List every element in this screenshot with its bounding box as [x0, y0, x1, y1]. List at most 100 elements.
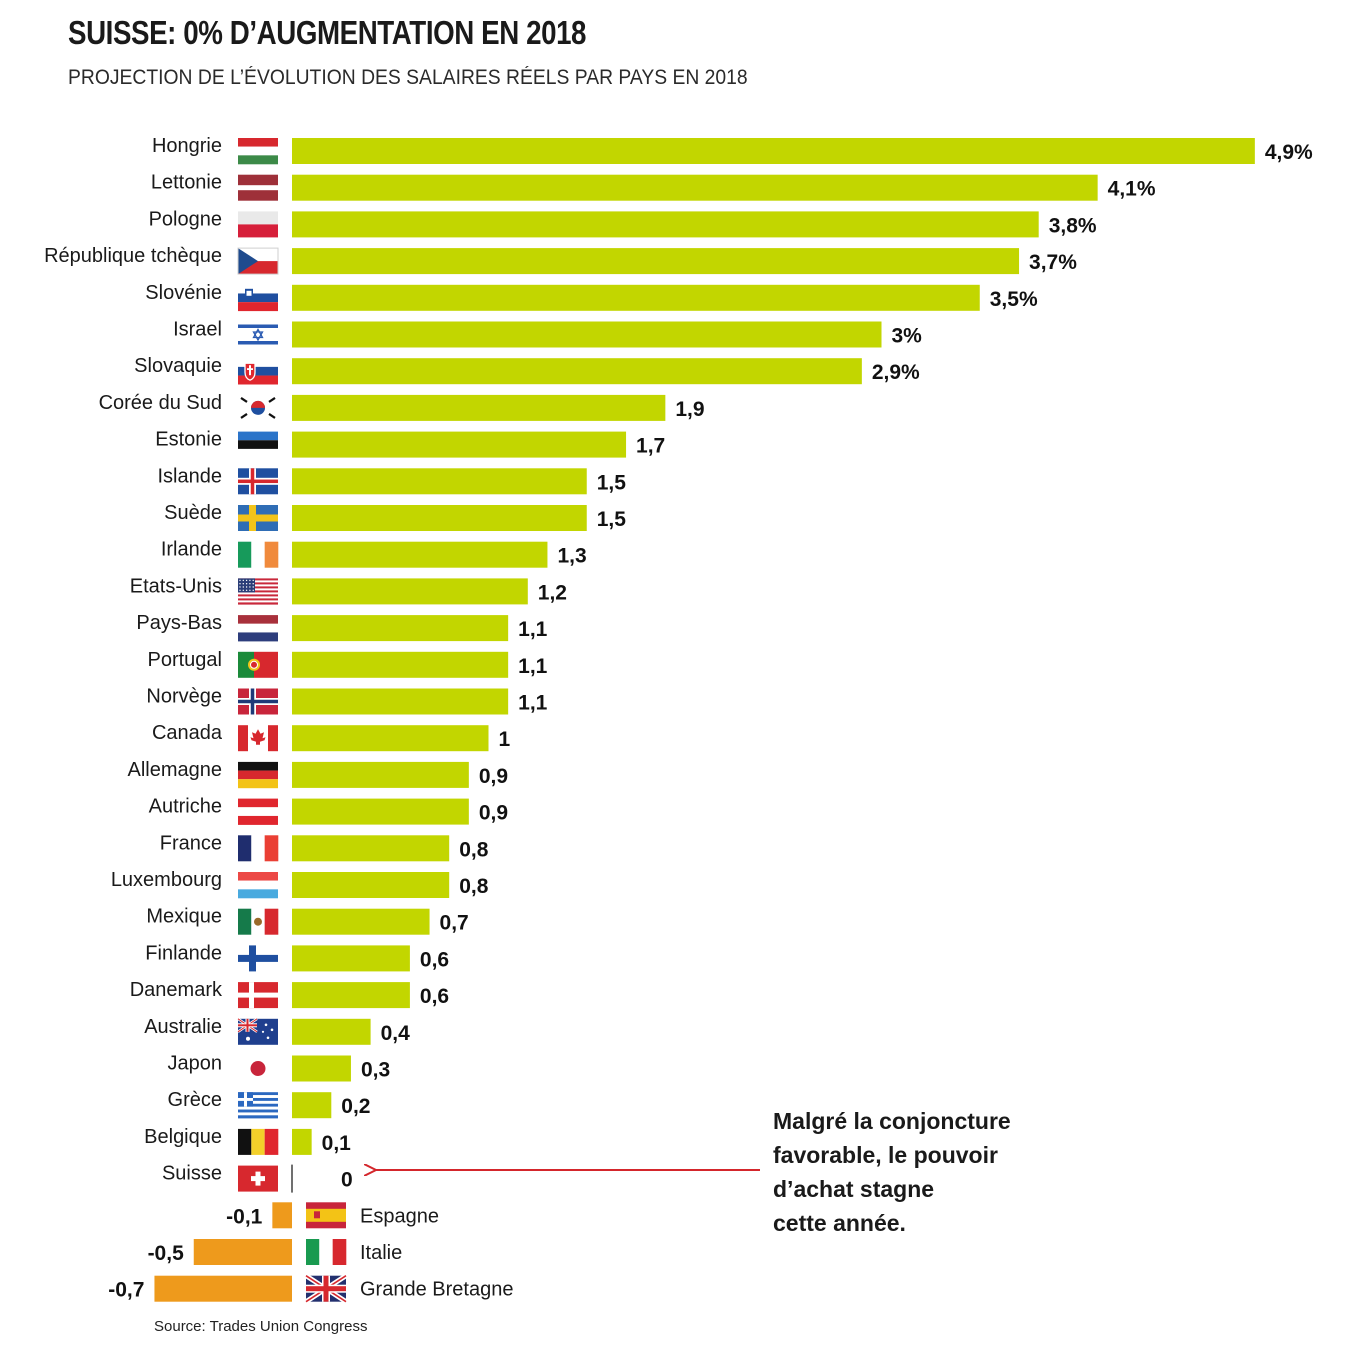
country-label: Islande — [158, 465, 223, 487]
country-label: Hongrie — [152, 135, 222, 157]
switzerland-flag-icon — [238, 1165, 278, 1192]
chart-subtitle: PROJECTION DE L’ÉVOLUTION DES SALAIRES R… — [68, 66, 748, 89]
value-label: 1,3 — [557, 545, 586, 568]
chart-row: 0,8 France — [160, 832, 489, 862]
country-label: Luxembourg — [111, 869, 222, 891]
bar — [292, 725, 489, 752]
country-label: Slovaquie — [134, 355, 222, 377]
source-note: Source: Trades Union Congress — [154, 1318, 368, 1335]
bar — [292, 945, 410, 972]
value-label: 1,5 — [597, 508, 627, 531]
chart-row: 1 Canada — [152, 722, 511, 752]
italy-flag-icon — [306, 1239, 347, 1265]
portugal-flag-icon — [238, 651, 278, 678]
value-label: 0,6 — [420, 985, 449, 1008]
chart-row: 1,9 Corée du Sud — [99, 392, 705, 421]
chart-row: 0 Suisse — [162, 1163, 353, 1193]
germany-flag-icon — [238, 761, 278, 789]
chart-row: -0,5 Italie — [148, 1239, 402, 1265]
bar — [292, 908, 430, 935]
value-label: 3% — [892, 325, 923, 348]
mexico-flag-icon — [238, 908, 279, 935]
chart-row: 4,9% Hongrie — [152, 135, 1313, 165]
bar — [292, 1018, 371, 1045]
chart-row: 1,5 Islande — [158, 465, 626, 495]
bar — [292, 578, 528, 605]
value-label: -0,1 — [226, 1205, 263, 1228]
chart-row: 3% Israel — [173, 319, 922, 348]
value-label: 1 — [499, 728, 511, 751]
country-label: Etats-Unis — [130, 575, 222, 597]
value-label: 2,9% — [872, 361, 920, 384]
chart-title: SUISSE: 0% D’AUGMENTATION EN 2018 — [68, 14, 587, 51]
country-label: Grande Bretagne — [360, 1279, 513, 1301]
chart-row: 0,4 Australie — [144, 1016, 410, 1045]
usa-flag-icon — [238, 578, 278, 605]
value-label: 0,6 — [420, 948, 449, 971]
country-label: Irlande — [161, 539, 222, 561]
annotation-line: favorable, le pouvoir — [773, 1142, 998, 1168]
value-label: 1,1 — [518, 692, 548, 715]
bar — [292, 505, 587, 531]
value-label: 1,1 — [518, 655, 548, 678]
uk-flag-icon — [304, 1273, 348, 1304]
value-label: 1,9 — [675, 398, 704, 421]
chart-row: -0,7 Grande Bretagne — [108, 1273, 513, 1304]
country-label: Corée du Sud — [99, 392, 222, 414]
bar — [292, 872, 450, 898]
country-label: Canada — [152, 722, 223, 744]
chart-row: 3,5% Slovénie — [145, 282, 1038, 312]
bar — [154, 1275, 292, 1302]
estonia-flag-icon — [238, 431, 278, 458]
country-label: République tchèque — [44, 245, 222, 267]
bar — [292, 982, 410, 1009]
sweden-flag-icon — [238, 505, 278, 531]
latvia-flag-icon — [238, 174, 278, 201]
belgium-flag-icon — [238, 1128, 279, 1155]
japan-flag-icon — [238, 1055, 278, 1082]
chart-row: 0,6 Finlande — [145, 942, 449, 972]
norway-flag-icon — [238, 688, 278, 715]
value-label: 4,9% — [1265, 141, 1313, 164]
chart-row: 1,3 Irlande — [161, 539, 587, 568]
luxembourg-flag-icon — [238, 872, 278, 899]
bar — [292, 394, 666, 421]
value-label: 0,7 — [440, 912, 469, 935]
value-label: 0,8 — [459, 875, 489, 898]
bar — [292, 468, 587, 495]
bar — [292, 688, 509, 715]
value-label: -0,7 — [108, 1279, 144, 1302]
bar — [292, 615, 509, 642]
finland-flag-icon — [238, 945, 278, 972]
country-label: Belgique — [144, 1126, 222, 1148]
israel-flag-icon — [238, 321, 278, 348]
chart-row: 4,1% Lettonie — [151, 172, 1156, 201]
czech-flag-icon — [237, 247, 279, 275]
chart-row: 0,3 Japon — [168, 1053, 390, 1082]
chart-row: 1,1 Portugal — [148, 649, 548, 678]
chart-row: 3,7% République tchèque — [44, 245, 1077, 275]
bar — [272, 1202, 292, 1229]
value-label: 3,7% — [1029, 251, 1077, 274]
canada-flag-icon — [238, 725, 278, 752]
australia-flag-icon — [237, 1017, 278, 1045]
country-label: Israel — [173, 319, 222, 341]
country-label: Danemark — [130, 979, 223, 1001]
netherlands-flag-icon — [238, 615, 278, 642]
country-label: Autriche — [149, 796, 222, 818]
chart-row: 1,7 Estonie — [155, 429, 665, 458]
country-label: Japon — [168, 1053, 223, 1075]
bar — [292, 174, 1098, 201]
hungary-flag-icon — [238, 138, 278, 165]
country-label: Grèce — [168, 1089, 222, 1111]
value-label: 0 — [341, 1169, 353, 1192]
bar — [292, 835, 450, 862]
value-label: 1,1 — [518, 618, 548, 641]
chart-row: 1,1 Norvège — [146, 686, 548, 715]
annotation-line: d’achat stagne — [773, 1176, 935, 1202]
value-label: 0,3 — [361, 1059, 390, 1082]
value-label: -0,5 — [148, 1242, 185, 1265]
chart-row: 0,6 Danemark — [130, 979, 449, 1009]
bar — [292, 761, 469, 788]
